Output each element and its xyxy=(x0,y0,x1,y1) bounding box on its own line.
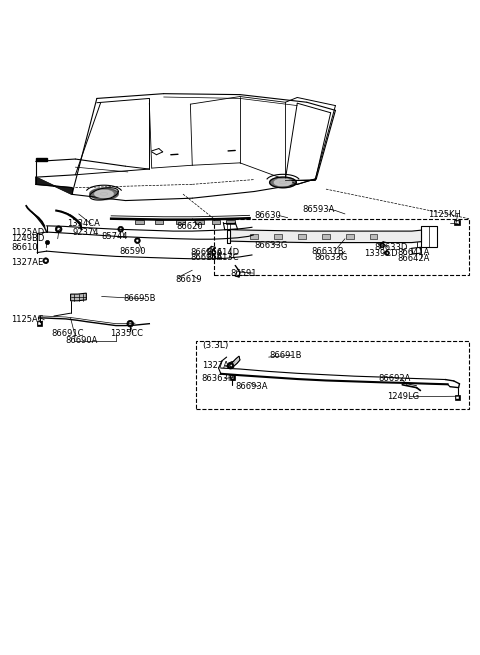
Text: 86690A: 86690A xyxy=(66,337,98,345)
Bar xyxy=(155,219,163,225)
Text: 86692A: 86692A xyxy=(378,374,411,383)
Text: 86691B: 86691B xyxy=(270,350,302,360)
Bar xyxy=(455,395,460,400)
Polygon shape xyxy=(36,177,72,195)
Bar xyxy=(195,219,204,225)
Text: 1125AC: 1125AC xyxy=(11,315,43,324)
Bar xyxy=(251,234,258,239)
Text: 1339CD: 1339CD xyxy=(364,249,398,258)
Circle shape xyxy=(381,244,384,247)
Bar xyxy=(421,226,437,248)
Circle shape xyxy=(384,251,389,255)
Bar xyxy=(298,234,306,239)
Text: 86631B: 86631B xyxy=(312,247,344,255)
Polygon shape xyxy=(26,206,47,232)
Text: 1334CA: 1334CA xyxy=(67,219,100,229)
Circle shape xyxy=(118,227,123,232)
Circle shape xyxy=(136,239,139,242)
Bar xyxy=(230,375,235,379)
Text: 86633D: 86633D xyxy=(374,243,408,252)
Text: 86619: 86619 xyxy=(176,275,202,284)
Polygon shape xyxy=(229,356,240,368)
Bar xyxy=(135,219,144,225)
Circle shape xyxy=(129,322,132,326)
Text: 86691C: 86691C xyxy=(51,329,84,338)
Polygon shape xyxy=(36,158,47,161)
Text: 86614D: 86614D xyxy=(206,248,240,257)
Text: 86693A: 86693A xyxy=(235,382,268,391)
Text: 1327AC: 1327AC xyxy=(202,361,235,370)
Bar xyxy=(322,234,330,239)
Bar xyxy=(370,234,377,239)
Text: 86695A: 86695A xyxy=(190,253,222,262)
Text: 1249BD: 1249BD xyxy=(11,234,44,243)
Circle shape xyxy=(127,320,133,327)
Circle shape xyxy=(386,252,388,254)
Text: 86613C: 86613C xyxy=(206,253,239,262)
Polygon shape xyxy=(71,293,86,301)
Circle shape xyxy=(57,227,60,231)
Text: 1125KH: 1125KH xyxy=(429,210,461,219)
Bar xyxy=(275,234,282,239)
Text: 86641A: 86641A xyxy=(397,248,430,257)
Bar xyxy=(37,321,42,326)
Text: 1335CC: 1335CC xyxy=(110,329,143,338)
Bar xyxy=(231,376,234,379)
Bar xyxy=(176,219,185,225)
Text: 86696A: 86696A xyxy=(190,248,222,257)
Text: 86695B: 86695B xyxy=(123,294,156,303)
Bar xyxy=(454,219,460,225)
Text: 86630: 86630 xyxy=(254,211,281,220)
Text: 86633G: 86633G xyxy=(314,253,348,262)
Circle shape xyxy=(227,362,234,369)
Circle shape xyxy=(134,238,140,244)
Text: 1125AD: 1125AD xyxy=(11,227,44,236)
Text: 86591: 86591 xyxy=(230,269,257,278)
Bar xyxy=(212,219,220,225)
Text: 86642A: 86642A xyxy=(397,253,430,263)
Polygon shape xyxy=(274,179,292,186)
Text: (3.3L): (3.3L) xyxy=(202,341,228,350)
Polygon shape xyxy=(95,190,113,198)
Polygon shape xyxy=(90,188,118,200)
Circle shape xyxy=(55,226,62,233)
Circle shape xyxy=(44,259,47,262)
Bar xyxy=(226,219,235,225)
Text: 86363M: 86363M xyxy=(202,374,236,383)
Bar xyxy=(214,219,469,275)
Text: 86620: 86620 xyxy=(177,222,203,231)
Bar xyxy=(456,221,459,224)
Circle shape xyxy=(119,228,122,231)
Bar xyxy=(456,396,459,399)
Text: 92374: 92374 xyxy=(72,227,98,236)
Text: 86593A: 86593A xyxy=(302,204,335,214)
Bar xyxy=(38,322,41,325)
Circle shape xyxy=(229,364,232,367)
Circle shape xyxy=(380,243,384,248)
Text: 86590: 86590 xyxy=(120,247,146,255)
Text: 1249LG: 1249LG xyxy=(387,392,419,402)
Text: 86610: 86610 xyxy=(11,243,37,252)
Bar xyxy=(196,341,469,409)
Text: 1327AE: 1327AE xyxy=(11,258,43,267)
Polygon shape xyxy=(270,177,296,188)
Text: 86633G: 86633G xyxy=(254,241,288,250)
Circle shape xyxy=(43,258,48,263)
Text: 85744: 85744 xyxy=(102,233,128,241)
Bar xyxy=(346,234,354,239)
